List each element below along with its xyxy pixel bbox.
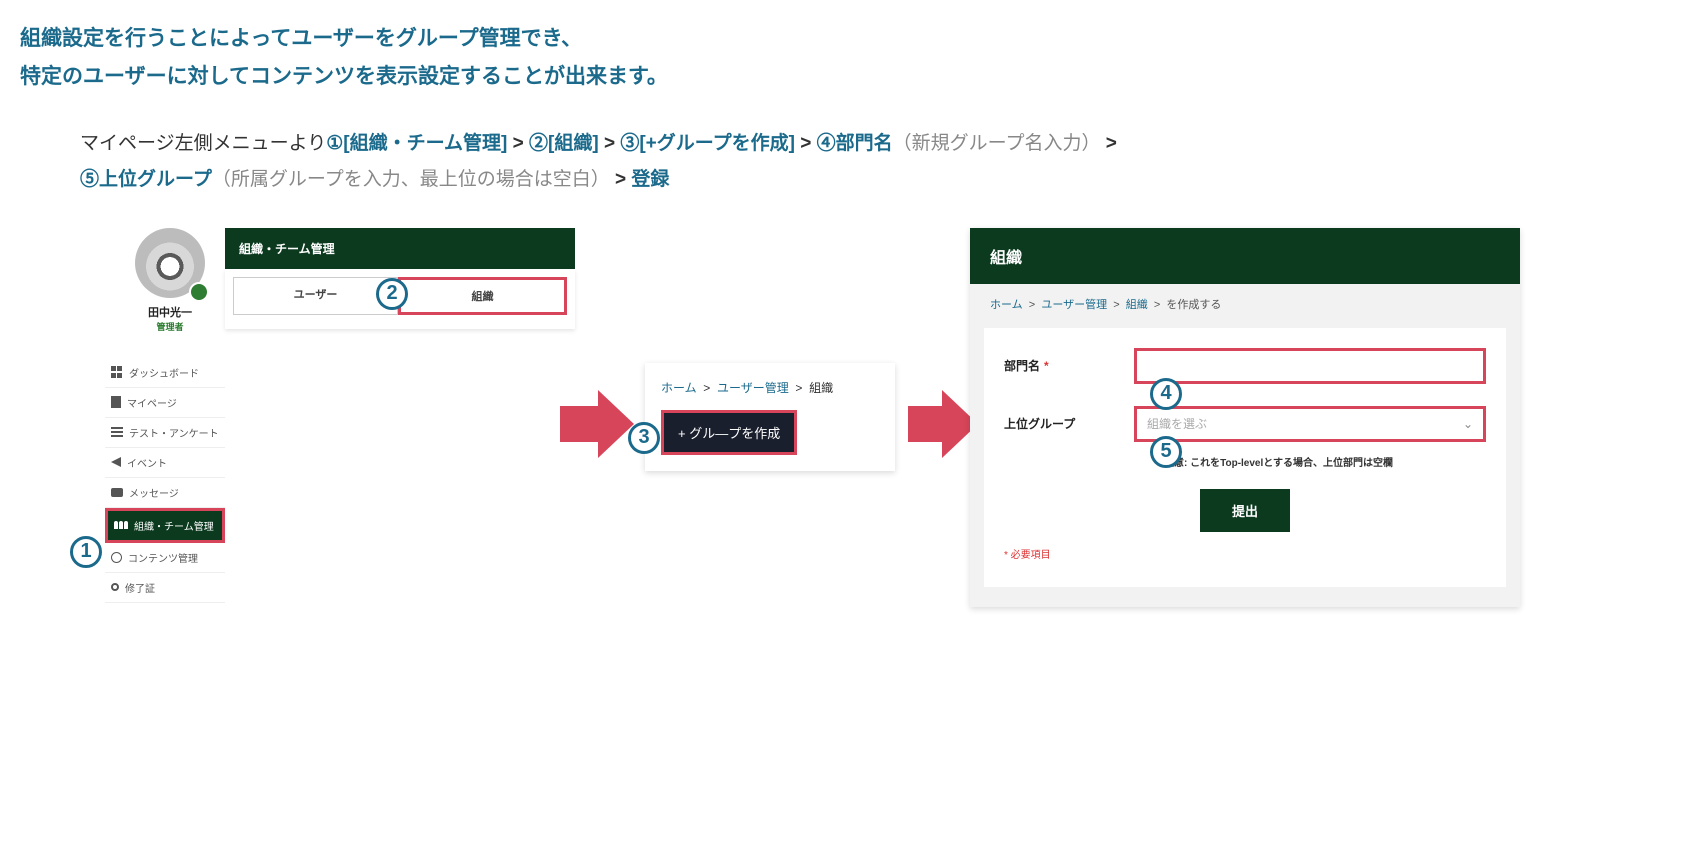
parent-label: 上位グループ — [1004, 415, 1134, 432]
avatar-block: 田中光一 管理者 — [130, 228, 210, 333]
sidebar-item-dashboard[interactable]: ダッシュボード — [105, 358, 225, 388]
gt: > — [795, 133, 817, 154]
callout-3: 3 — [628, 422, 660, 454]
sidebar-item-org[interactable]: 組織・チーム管理 — [105, 508, 225, 543]
panel-form: 組織 ホーム > ユーザー管理 > 組織 > を作成する 部門名 * 上位グループ… — [970, 228, 1520, 607]
bc-create: を作成する — [1166, 299, 1221, 311]
sidebar-label: マイページ — [127, 395, 177, 410]
required-mark: * — [1044, 359, 1049, 373]
sidebar-item-content[interactable]: コンテンツ管理 — [105, 543, 225, 573]
callout-4: 4 — [1150, 378, 1182, 410]
required-note: * 必要項目 — [1004, 546, 1486, 561]
parent-placeholder: 組織を選ぶ — [1147, 415, 1207, 432]
gear-icon — [111, 552, 122, 563]
sidebar-label: 組織・チーム管理 — [134, 518, 214, 533]
instr-step4: ④部門名 — [817, 133, 893, 154]
sidebar: ダッシュボード マイページ テスト・アンケート イベント メッセージ 組織・チー… — [105, 358, 225, 603]
grid-icon — [111, 366, 123, 378]
instr-step4-hint: （新規グループ名入力） — [893, 133, 1101, 154]
sidebar-label: 修了証 — [125, 580, 155, 595]
bc-org[interactable]: 組織 — [1126, 299, 1148, 311]
header-title: 組織・チーム管理 — [225, 228, 575, 269]
sidebar-label: イベント — [127, 455, 167, 470]
form-body: 部門名 * 上位グループ 組織を選ぶ ⌄ 注意: これをTop-levelとする場… — [984, 328, 1506, 587]
bc-org: 組織 — [809, 381, 833, 395]
instructions: マイページ左側メニューより①[組織・チーム管理] > ②[組織] > ③[+グル… — [80, 126, 1706, 198]
arrow-icon — [560, 406, 600, 442]
bc-um[interactable]: ユーザー管理 — [717, 381, 789, 395]
message-icon — [111, 488, 123, 497]
row-dept: 部門名 * — [1004, 348, 1486, 384]
panel-breadcrumb: ホーム > ユーザー管理 > 組織 + グル―プを作成 — [645, 363, 895, 471]
bc-home[interactable]: ホーム — [661, 381, 697, 395]
gt: > — [599, 133, 621, 154]
form-breadcrumb: ホーム > ユーザー管理 > 組織 > を作成する — [970, 284, 1520, 324]
form-note: 注意: これをTop-levelとする場合、上位部門は空欄 — [1164, 454, 1486, 469]
parent-select[interactable]: 組織を選ぶ ⌄ — [1134, 406, 1486, 442]
medal-icon — [111, 583, 119, 591]
instr-step6: 登録 — [631, 169, 669, 190]
submit-button[interactable]: 提出 — [1200, 489, 1290, 532]
dept-label-text: 部門名 — [1004, 359, 1040, 373]
avatar[interactable] — [135, 228, 205, 298]
gt: > — [1101, 133, 1117, 154]
edit-icon[interactable] — [189, 282, 209, 302]
create-group-button[interactable]: + グル―プを作成 — [661, 410, 797, 455]
submit-row: 提出 — [1004, 489, 1486, 532]
headline: 組織設定を行うことによってユーザーをグループ管理でき、 特定のユーザーに対してコ… — [20, 20, 1706, 96]
row-parent: 上位グループ 組織を選ぶ ⌄ — [1004, 406, 1486, 442]
callout-1: 1 — [70, 536, 102, 568]
megaphone-icon — [111, 457, 121, 467]
callout-5: 5 — [1150, 436, 1182, 468]
user-role: 管理者 — [130, 320, 210, 333]
sidebar-item-message[interactable]: メッセージ — [105, 478, 225, 508]
instr-step3: ③[+グループを作成] — [620, 133, 795, 154]
arrow-icon — [598, 390, 634, 458]
instr-prefix: マイページ左側メニューより — [80, 133, 326, 154]
form-title: 組織 — [970, 228, 1520, 284]
dept-input[interactable] — [1134, 348, 1486, 384]
instr-step5: ⑤上位グループ — [80, 169, 212, 190]
sidebar-item-test[interactable]: テスト・アンケート — [105, 418, 225, 448]
headline-line1: 組織設定を行うことによってユーザーをグループ管理でき、 — [20, 20, 1706, 58]
arrow-icon — [908, 406, 944, 442]
bc-home[interactable]: ホーム — [990, 299, 1023, 311]
tab-org[interactable]: 組織 — [398, 277, 567, 315]
gt: > — [507, 133, 529, 154]
diagram: 田中光一 管理者 ダッシュボード マイページ テスト・アンケート イベント — [70, 228, 1706, 668]
instr-step5-hint: （所属グループを入力、最上位の場合は空白） — [212, 169, 610, 190]
instr-step1: ①[組織・チーム管理] — [326, 133, 507, 154]
sidebar-label: ダッシュボード — [129, 365, 199, 380]
chevron-down-icon: ⌄ — [1463, 417, 1473, 431]
headline-line2: 特定のユーザーに対してコンテンツを表示設定することが出来ます。 — [20, 58, 1706, 96]
list-icon — [111, 427, 123, 437]
sidebar-label: メッセージ — [129, 485, 179, 500]
callout-2: 2 — [376, 278, 408, 310]
tab-user[interactable]: ユーザー — [233, 277, 398, 315]
people-icon — [114, 521, 128, 529]
doc-icon — [111, 396, 121, 408]
user-name: 田中光一 — [130, 304, 210, 320]
dept-label: 部門名 * — [1004, 357, 1134, 374]
bc-um[interactable]: ユーザー管理 — [1041, 299, 1107, 311]
sidebar-label: コンテンツ管理 — [128, 550, 198, 565]
sidebar-item-cert[interactable]: 修了証 — [105, 573, 225, 603]
sidebar-label: テスト・アンケート — [129, 425, 219, 440]
breadcrumb: ホーム > ユーザー管理 > 組織 — [661, 379, 879, 396]
sidebar-item-event[interactable]: イベント — [105, 448, 225, 478]
sidebar-item-mypage[interactable]: マイページ — [105, 388, 225, 418]
instr-step2: ②[組織] — [529, 133, 599, 154]
gt: > — [610, 169, 632, 190]
